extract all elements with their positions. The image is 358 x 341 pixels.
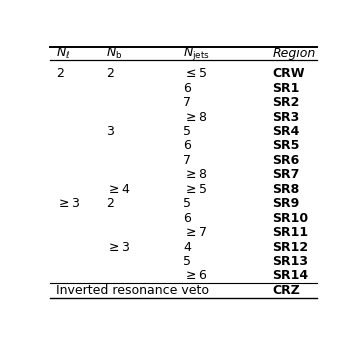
Text: 6: 6: [183, 212, 191, 225]
Text: CRZ: CRZ: [272, 284, 300, 297]
Text: 5: 5: [183, 255, 192, 268]
Text: SR9: SR9: [272, 197, 300, 210]
Text: SR12: SR12: [272, 240, 308, 254]
Text: 7: 7: [183, 154, 192, 167]
Text: 5: 5: [183, 125, 192, 138]
Text: $\geq 8$: $\geq 8$: [183, 110, 208, 123]
Text: Region: Region: [272, 47, 315, 60]
Text: SR7: SR7: [272, 168, 300, 181]
Text: SR1: SR1: [272, 82, 300, 95]
Text: $\geq 3$: $\geq 3$: [56, 197, 80, 210]
Text: 3: 3: [106, 125, 113, 138]
Text: SR10: SR10: [272, 212, 308, 225]
Text: 5: 5: [183, 197, 192, 210]
Text: 6: 6: [183, 82, 191, 95]
Text: $\geq 5$: $\geq 5$: [183, 183, 208, 196]
Text: SR14: SR14: [272, 269, 308, 282]
Text: SR3: SR3: [272, 110, 300, 123]
Text: $\leq 5$: $\leq 5$: [183, 67, 208, 80]
Text: $N_\ell$: $N_\ell$: [56, 46, 70, 61]
Text: $\geq 4$: $\geq 4$: [106, 183, 130, 196]
Text: Inverted resonance veto: Inverted resonance veto: [56, 284, 209, 297]
Text: SR8: SR8: [272, 183, 300, 196]
Text: CRW: CRW: [272, 67, 305, 80]
Text: SR11: SR11: [272, 226, 308, 239]
Text: SR2: SR2: [272, 96, 300, 109]
Text: SR6: SR6: [272, 154, 300, 167]
Text: $N_{\rm jets}$: $N_{\rm jets}$: [183, 45, 210, 62]
Text: $\geq 7$: $\geq 7$: [183, 226, 208, 239]
Text: $\geq 8$: $\geq 8$: [183, 168, 208, 181]
Text: $N_{\rm b}$: $N_{\rm b}$: [106, 46, 122, 61]
Text: 2: 2: [106, 67, 113, 80]
Text: 7: 7: [183, 96, 192, 109]
Text: SR5: SR5: [272, 139, 300, 152]
Text: 6: 6: [183, 139, 191, 152]
Text: 2: 2: [106, 197, 113, 210]
Text: $\geq 3$: $\geq 3$: [106, 240, 130, 254]
Text: 2: 2: [56, 67, 64, 80]
Text: SR4: SR4: [272, 125, 300, 138]
Text: 4: 4: [183, 240, 191, 254]
Text: $\geq 6$: $\geq 6$: [183, 269, 208, 282]
Text: SR13: SR13: [272, 255, 308, 268]
